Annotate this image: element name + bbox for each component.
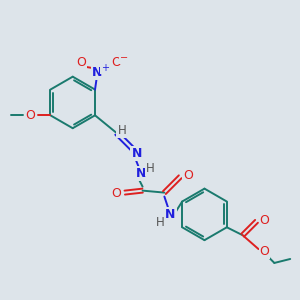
Text: N: N [92,66,102,79]
Text: O: O [260,214,269,227]
Text: N: N [135,167,146,180]
Text: O: O [183,169,193,182]
Text: O: O [111,56,121,69]
Text: N: N [131,148,142,160]
Text: H: H [156,216,165,229]
Text: O: O [260,244,269,258]
Text: O: O [76,56,86,69]
Text: +: + [101,63,109,73]
Text: O: O [26,109,35,122]
Text: H: H [146,162,155,175]
Text: O: O [111,187,121,200]
Text: H: H [117,124,126,137]
Text: N: N [165,208,175,221]
Text: −: − [120,53,128,63]
